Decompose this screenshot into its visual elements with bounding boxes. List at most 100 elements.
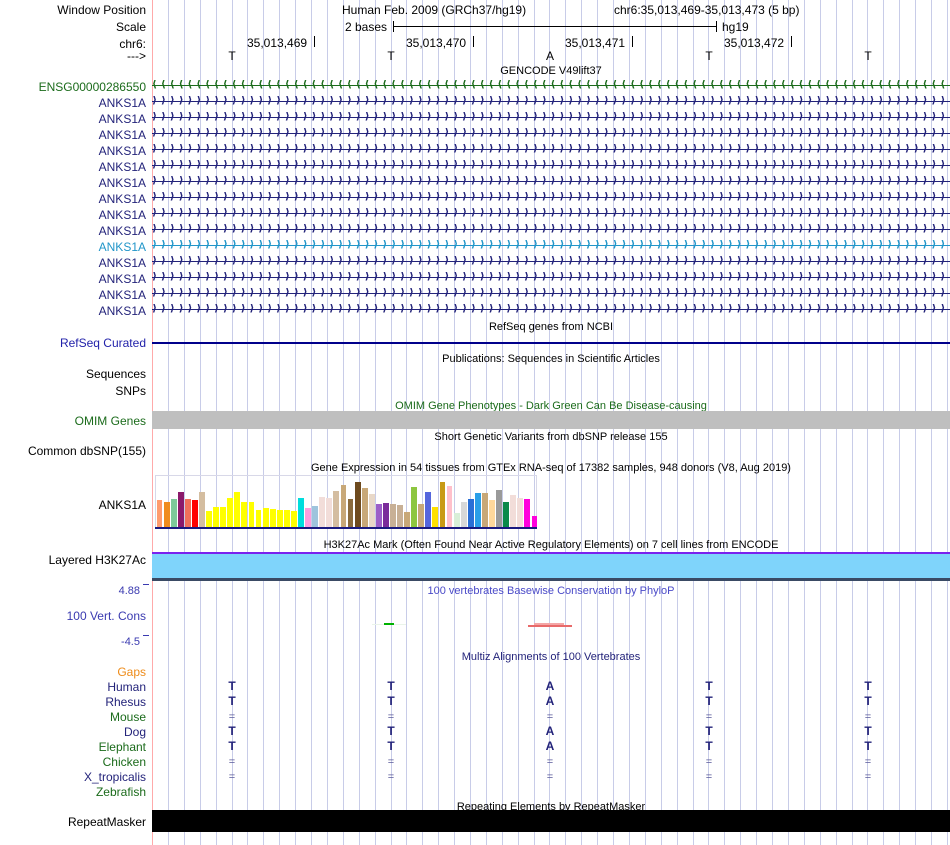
gtex-tissue-bar[interactable] xyxy=(432,507,439,527)
gene-row-track[interactable]: ⟩ ⟩ ⟩ ⟩ ⟩ ⟩ ⟩ ⟩ ⟩ ⟩ ⟩ ⟩ ⟩ ⟩ ⟩ ⟩ ⟩ ⟩ ⟩ ⟩ … xyxy=(152,112,950,122)
gtex-expression-chart[interactable] xyxy=(155,475,538,527)
species-label[interactable]: Zebrafish xyxy=(95,785,146,799)
species-label[interactable]: X_tropicalis xyxy=(83,770,146,784)
refseq-gene-line[interactable] xyxy=(152,342,950,344)
species-label[interactable]: Elephant xyxy=(98,740,146,754)
gtex-tissue-bar[interactable] xyxy=(453,513,460,527)
gene-row-label[interactable]: ANKS1A xyxy=(98,208,146,222)
gtex-tissue-bar[interactable] xyxy=(227,497,234,527)
gene-row-label[interactable]: ANKS1A xyxy=(98,192,146,206)
gtex-tissue-bar[interactable] xyxy=(326,497,333,527)
gene-row-track[interactable]: ⟨ ⟨ ⟨ ⟨ ⟨ ⟨ ⟨ ⟨ ⟨ ⟨ ⟨ ⟨ ⟨ ⟨ ⟨ ⟨ ⟨ ⟨ ⟨ ⟨ … xyxy=(152,80,950,90)
gtex-tissue-bar[interactable] xyxy=(291,510,297,527)
gene-row-label[interactable]: ANKS1A xyxy=(98,304,146,318)
gene-row-track[interactable]: ⟩ ⟩ ⟩ ⟩ ⟩ ⟩ ⟩ ⟩ ⟩ ⟩ ⟩ ⟩ ⟩ ⟩ ⟩ ⟩ ⟩ ⟩ ⟩ ⟩ … xyxy=(152,128,950,138)
gtex-tissue-bar[interactable] xyxy=(262,507,269,527)
gtex-tissue-bar[interactable] xyxy=(177,491,184,527)
gene-row-track[interactable]: ⟩ ⟩ ⟩ ⟩ ⟩ ⟩ ⟩ ⟩ ⟩ ⟩ ⟩ ⟩ ⟩ ⟩ ⟩ ⟩ ⟩ ⟩ ⟩ ⟩ … xyxy=(152,256,950,266)
gene-row-track[interactable]: ⟩ ⟩ ⟩ ⟩ ⟩ ⟩ ⟩ ⟩ ⟩ ⟩ ⟩ ⟩ ⟩ ⟩ ⟩ ⟩ ⟩ ⟩ ⟩ ⟩ … xyxy=(152,96,950,106)
conservation-label[interactable]: 100 Vert. Cons xyxy=(66,609,146,623)
gtex-tissue-bar[interactable] xyxy=(319,497,326,527)
gtex-tissue-bar[interactable] xyxy=(305,507,311,527)
gtex-tissue-bar[interactable] xyxy=(390,504,396,527)
snps-label[interactable]: SNPs xyxy=(115,384,146,398)
species-label[interactable]: Mouse xyxy=(109,710,146,724)
gene-row-label[interactable]: ANKS1A xyxy=(98,144,146,158)
gtex-tissue-bar[interactable] xyxy=(283,509,290,527)
repeatmasker-bar[interactable] xyxy=(152,810,950,832)
gene-row-label[interactable]: ANKS1A xyxy=(98,224,146,238)
gtex-tissue-bar[interactable] xyxy=(411,487,418,527)
gene-row-track[interactable]: ⟩ ⟩ ⟩ ⟩ ⟩ ⟩ ⟩ ⟩ ⟩ ⟩ ⟩ ⟩ ⟩ ⟩ ⟩ ⟩ ⟩ ⟩ ⟩ ⟩ … xyxy=(152,208,950,218)
gtex-tissue-bar[interactable] xyxy=(517,497,524,527)
gene-row-label[interactable]: ANKS1A xyxy=(98,96,146,110)
species-label[interactable]: Dog xyxy=(123,725,146,739)
gtex-tissue-bar[interactable] xyxy=(474,493,481,527)
sequences-label[interactable]: Sequences xyxy=(85,367,146,381)
gtex-tissue-bar[interactable] xyxy=(241,501,248,527)
gene-row-label[interactable]: ANKS1A xyxy=(98,256,146,270)
h3k27ac-signal-fill[interactable] xyxy=(152,554,950,578)
gtex-tissue-bar[interactable] xyxy=(382,503,389,527)
gtex-tissue-bar[interactable] xyxy=(347,498,354,527)
species-label[interactable]: Chicken xyxy=(102,755,146,769)
gtex-tissue-bar[interactable] xyxy=(298,497,304,527)
gtex-tissue-bar[interactable] xyxy=(248,502,255,527)
gtex-tissue-bar[interactable] xyxy=(503,501,510,527)
gene-row-label[interactable]: ANKS1A xyxy=(98,272,146,286)
gtex-tissue-bar[interactable] xyxy=(482,493,488,527)
gtex-tissue-bar[interactable] xyxy=(312,506,319,527)
gtex-tissue-bar[interactable] xyxy=(220,507,227,527)
gene-row-label[interactable]: ENSG00000286550 xyxy=(38,80,146,94)
gaps-label[interactable]: Gaps xyxy=(117,665,146,679)
gtex-tissue-bar[interactable] xyxy=(418,504,425,527)
gtex-tissue-bar[interactable] xyxy=(425,492,432,527)
gtex-tissue-bar[interactable] xyxy=(163,502,170,527)
gtex-tissue-bar[interactable] xyxy=(170,498,177,527)
gene-row-label[interactable]: ANKS1A xyxy=(98,176,146,190)
species-label[interactable]: Rhesus xyxy=(105,695,146,709)
gtex-tissue-bar[interactable] xyxy=(234,492,241,527)
layered-h3k27ac-label[interactable]: Layered H3K27Ac xyxy=(48,553,146,567)
gtex-tissue-bar[interactable] xyxy=(496,489,502,527)
gene-row-label[interactable]: ANKS1A xyxy=(98,160,146,174)
gtex-tissue-bar[interactable] xyxy=(213,507,220,527)
omim-gene-bar[interactable] xyxy=(152,411,950,429)
gtex-tissue-bar[interactable] xyxy=(467,498,474,527)
gtex-tissue-bar[interactable] xyxy=(524,498,531,527)
gtex-tissue-bar[interactable] xyxy=(191,499,198,527)
gene-row-track[interactable]: ⟩ ⟩ ⟩ ⟩ ⟩ ⟩ ⟩ ⟩ ⟩ ⟩ ⟩ ⟩ ⟩ ⟩ ⟩ ⟩ ⟩ ⟩ ⟩ ⟩ … xyxy=(152,176,950,186)
gtex-tissue-bar[interactable] xyxy=(510,495,517,527)
gtex-tissue-bar[interactable] xyxy=(199,492,205,527)
repeatmasker-label[interactable]: RepeatMasker xyxy=(67,815,146,829)
gene-row-track[interactable]: ⟩ ⟩ ⟩ ⟩ ⟩ ⟩ ⟩ ⟩ ⟩ ⟩ ⟩ ⟩ ⟩ ⟩ ⟩ ⟩ ⟩ ⟩ ⟩ ⟩ … xyxy=(152,304,950,314)
gtex-tissue-bar[interactable] xyxy=(397,505,403,527)
gene-row-label[interactable]: ANKS1A xyxy=(98,288,146,302)
gtex-tissue-bar[interactable] xyxy=(206,510,212,527)
gtex-tissue-bar[interactable] xyxy=(460,501,467,527)
gtex-tissue-bar[interactable] xyxy=(489,499,495,527)
common-dbsnp-label[interactable]: Common dbSNP(155) xyxy=(27,444,146,458)
gtex-tissue-bar[interactable] xyxy=(340,485,347,527)
gene-row-track[interactable]: ⟩ ⟩ ⟩ ⟩ ⟩ ⟩ ⟩ ⟩ ⟩ ⟩ ⟩ ⟩ ⟩ ⟩ ⟩ ⟩ ⟩ ⟩ ⟩ ⟩ … xyxy=(152,160,950,170)
gtex-tissue-bar[interactable] xyxy=(276,509,283,527)
gene-row-track[interactable]: ⟩ ⟩ ⟩ ⟩ ⟩ ⟩ ⟩ ⟩ ⟩ ⟩ ⟩ ⟩ ⟩ ⟩ ⟩ ⟩ ⟩ ⟩ ⟩ ⟩ … xyxy=(152,240,950,250)
gtex-tissue-bar[interactable] xyxy=(184,498,191,527)
gene-row-track[interactable]: ⟩ ⟩ ⟩ ⟩ ⟩ ⟩ ⟩ ⟩ ⟩ ⟩ ⟩ ⟩ ⟩ ⟩ ⟩ ⟩ ⟩ ⟩ ⟩ ⟩ … xyxy=(152,288,950,298)
gene-row-label[interactable]: ANKS1A xyxy=(98,128,146,142)
gene-row-track[interactable]: ⟩ ⟩ ⟩ ⟩ ⟩ ⟩ ⟩ ⟩ ⟩ ⟩ ⟩ ⟩ ⟩ ⟩ ⟩ ⟩ ⟩ ⟩ ⟩ ⟩ … xyxy=(152,224,950,234)
gtex-tissue-bar[interactable] xyxy=(368,494,375,527)
gene-row-track[interactable]: ⟩ ⟩ ⟩ ⟩ ⟩ ⟩ ⟩ ⟩ ⟩ ⟩ ⟩ ⟩ ⟩ ⟩ ⟩ ⟩ ⟩ ⟩ ⟩ ⟩ … xyxy=(152,272,950,282)
gtex-tissue-bar[interactable] xyxy=(156,499,163,527)
gtex-tissue-bar[interactable] xyxy=(361,487,368,527)
species-label[interactable]: Human xyxy=(107,680,146,694)
gtex-tissue-bar[interactable] xyxy=(269,508,276,527)
gene-row-track[interactable]: ⟩ ⟩ ⟩ ⟩ ⟩ ⟩ ⟩ ⟩ ⟩ ⟩ ⟩ ⟩ ⟩ ⟩ ⟩ ⟩ ⟩ ⟩ ⟩ ⟩ … xyxy=(152,144,950,154)
gtex-tissue-bar[interactable] xyxy=(446,486,453,527)
gtex-tissue-bar[interactable] xyxy=(531,516,538,527)
gene-row-track[interactable]: ⟩ ⟩ ⟩ ⟩ ⟩ ⟩ ⟩ ⟩ ⟩ ⟩ ⟩ ⟩ ⟩ ⟩ ⟩ ⟩ ⟩ ⟩ ⟩ ⟩ … xyxy=(152,192,950,202)
gtex-tissue-bar[interactable] xyxy=(375,504,382,527)
gene-row-label[interactable]: ANKS1A xyxy=(98,240,146,254)
omim-genes-label[interactable]: OMIM Genes xyxy=(74,414,146,428)
gene-row-label[interactable]: ANKS1A xyxy=(98,112,146,126)
